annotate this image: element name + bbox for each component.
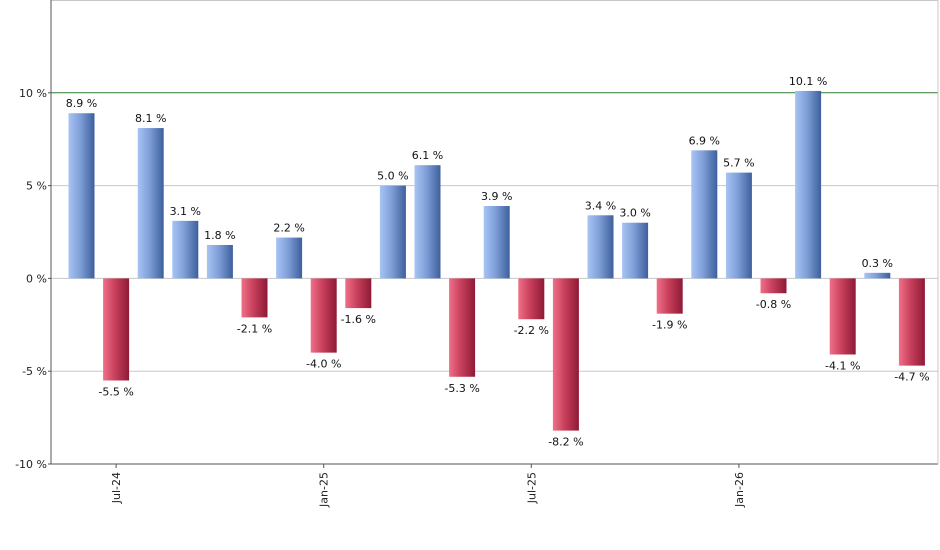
bar-2025-05 [449, 278, 476, 377]
bar-2024-08 [137, 128, 164, 279]
data-label: 2.2 % [273, 222, 304, 235]
bar-2024-09 [172, 220, 199, 279]
y-tick-label: 5 % [26, 180, 47, 193]
x-tick-labels: Jul-24 Jan-25 Jul-25 Jan-26 [110, 464, 746, 508]
bar-2025-06 [483, 206, 510, 279]
data-label: 3.9 % [481, 190, 512, 203]
data-label: 1.8 % [204, 229, 235, 242]
y-tick-labels: 10 % 5 % 0 % -5 % -10 % [15, 87, 51, 471]
data-label: -1.6 % [341, 313, 376, 326]
data-label: -5.3 % [444, 382, 479, 395]
bar-2024-11 [241, 278, 268, 318]
data-labels: 8.9 % -5.5 % 8.1 % 3.1 %1.8 % -2.1 % 2.2 % -4.… [66, 75, 930, 449]
bar-2026-02 [760, 278, 787, 294]
x-tick-label: Jan-26 [733, 472, 746, 508]
data-label: -8.2 % [548, 436, 583, 449]
bar-2025-11 [656, 278, 683, 314]
data-label: 10.1 % [789, 75, 827, 88]
data-label: -1.9 % [652, 319, 687, 332]
x-tick-label: Jul-25 [525, 472, 538, 504]
data-label: 8.1 % [135, 112, 166, 125]
x-tick-label: Jan-25 [318, 472, 331, 508]
data-label: 3.4 % [585, 199, 616, 212]
bar-2025-08 [552, 278, 579, 431]
y-tick-label: 0 % [26, 272, 47, 285]
bars [68, 90, 925, 431]
y-tick-label: -10 % [15, 458, 47, 471]
bar-2025-12 [691, 150, 718, 279]
data-label: 3.0 % [619, 207, 650, 220]
data-label: -2.2 % [514, 324, 549, 337]
data-label: 6.9 % [689, 134, 720, 147]
data-label: -4.1 % [825, 359, 860, 372]
bar-2026-04 [829, 278, 856, 355]
bar-2024-10 [206, 244, 233, 279]
y-tick-label: -5 % [22, 365, 47, 378]
bar-2024-06 [68, 113, 95, 279]
axes [50, 0, 939, 465]
bar-2024-12 [276, 237, 303, 279]
bar-2026-01 [725, 172, 752, 279]
data-label: -5.5 % [98, 385, 133, 398]
data-label: -4.0 % [306, 358, 341, 371]
bar-2026-06 [898, 278, 925, 366]
bar-2025-04 [414, 165, 441, 279]
bar-2025-01 [310, 278, 337, 353]
data-label: -0.8 % [756, 298, 791, 311]
data-label: 5.0 % [377, 170, 408, 183]
data-label: 6.1 % [412, 149, 443, 162]
bar-2025-03 [379, 185, 406, 279]
x-tick-label: Jul-24 [110, 472, 123, 504]
data-label: 8.9 % [66, 97, 97, 110]
bar-2026-03 [795, 90, 822, 279]
data-label: -4.7 % [894, 371, 929, 384]
bar-2025-09 [587, 215, 614, 279]
bar-2025-02 [345, 278, 372, 309]
data-label: 0.3 % [862, 257, 893, 270]
y-tick-label: 10 % [19, 87, 47, 100]
bar-2024-07 [103, 278, 130, 381]
data-label: -2.1 % [237, 322, 272, 335]
bar-2025-07 [518, 278, 545, 320]
bar-2026-05 [864, 272, 891, 279]
data-label: 5.7 % [723, 157, 754, 170]
bar-2025-10 [622, 222, 649, 279]
data-label: 3.1 % [170, 205, 201, 218]
